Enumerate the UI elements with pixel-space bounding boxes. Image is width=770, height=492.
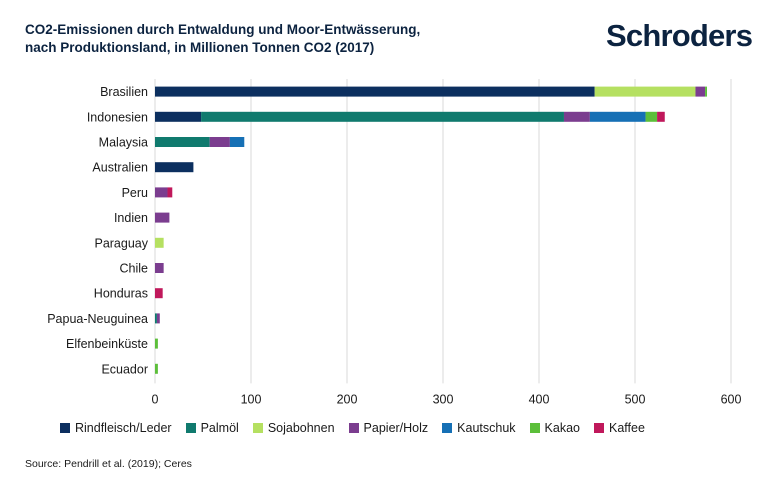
legend-swatch xyxy=(252,423,263,433)
x-tick-label: 0 xyxy=(152,392,159,406)
bar-segment xyxy=(209,137,230,147)
bar-segment xyxy=(155,162,194,173)
bar-segment xyxy=(563,111,590,122)
legend-item: Kaffee xyxy=(594,421,645,435)
y-category-label: Malaysia xyxy=(99,136,148,150)
x-tick-label: 500 xyxy=(625,392,646,406)
y-category-label: Papua-Neuguinea xyxy=(47,312,148,326)
legend-label: Sojabohnen xyxy=(267,421,335,435)
legend-swatch xyxy=(594,423,604,433)
chart-title: CO2-Emissionen durch Entwaldung und Moor… xyxy=(25,21,545,57)
legend-swatch xyxy=(529,423,540,433)
legend-label: Rindfleisch/Leder xyxy=(75,421,172,435)
bar-segment xyxy=(589,111,646,122)
bar-segment xyxy=(594,86,696,97)
y-category-label: Peru xyxy=(122,186,148,200)
bar-segment xyxy=(167,187,173,198)
x-tick-label: 300 xyxy=(433,392,454,406)
stacked-bar-chart: 0 100 200 300 400 500 600 Brasilien Indonesien Ma… xyxy=(47,79,742,406)
y-category-label: Chile xyxy=(120,262,149,276)
bar-segment xyxy=(155,237,164,248)
bar-segment xyxy=(201,111,564,122)
legend-label: Palmöl xyxy=(200,421,239,435)
legend-swatch xyxy=(60,423,70,433)
y-category-label: Paraguay xyxy=(94,236,148,250)
legend-label: Kautschuk xyxy=(457,421,516,435)
legend-item: Sojabohnen xyxy=(252,421,335,435)
y-category-label: Honduras xyxy=(94,287,148,301)
legend-label: Kaffee xyxy=(609,421,645,435)
legend-label: Kakao xyxy=(544,421,580,435)
y-category-label: Indien xyxy=(114,211,148,225)
bar-segment xyxy=(645,111,658,122)
y-category-label: Elfenbeinküste xyxy=(66,337,148,351)
y-category-label: Indonesien xyxy=(87,110,148,124)
legend-label: Papier/Holz xyxy=(363,421,429,435)
bar-segment xyxy=(156,313,160,324)
chart-title-line2: nach Produktionsland, in Millionen Tonne… xyxy=(25,40,375,55)
bar-segment xyxy=(695,86,706,97)
chart-title-line1: CO2-Emissionen durch Entwaldung und Moor… xyxy=(25,22,421,37)
bar-segment xyxy=(155,338,158,349)
bar-segment xyxy=(155,212,170,223)
y-category-label: Brasilien xyxy=(100,85,148,99)
x-tick-label: 400 xyxy=(529,392,550,406)
bar-segment xyxy=(155,288,163,299)
y-category-label: Australien xyxy=(92,161,148,175)
x-tick-label: 200 xyxy=(337,392,358,406)
x-tick-label: 600 xyxy=(721,392,742,406)
bar-segment xyxy=(155,86,595,97)
source-note: Source: Pendrill et al. (2019); Ceres xyxy=(25,458,192,470)
x-tick-label: 100 xyxy=(241,392,262,406)
bar-segment xyxy=(657,111,665,122)
bar-segment xyxy=(155,313,157,324)
legend-item: Papier/Holz xyxy=(348,421,429,435)
bar-segment xyxy=(705,86,707,97)
y-category-label: Ecuador xyxy=(101,362,148,376)
bar-segment xyxy=(155,137,210,147)
legend-swatch xyxy=(442,423,453,433)
legend-item: Kakao xyxy=(529,421,580,435)
legend-item: Rindfleisch/Leder xyxy=(60,421,172,435)
bar-segment xyxy=(155,111,202,122)
legend-item: Kautschuk xyxy=(442,421,516,435)
bar-segment xyxy=(155,363,158,374)
legend-swatch xyxy=(348,423,359,433)
chart-legend: Rindfleisch/Leder Palmöl Sojabohnen Papier/… xyxy=(60,421,659,435)
bar-segment xyxy=(155,263,164,273)
bar-segment xyxy=(229,137,245,147)
legend-swatch xyxy=(185,423,196,433)
legend-item: Palmöl xyxy=(185,421,239,435)
bar-segment xyxy=(155,187,168,198)
schroders-logo: Schroders xyxy=(606,18,753,53)
